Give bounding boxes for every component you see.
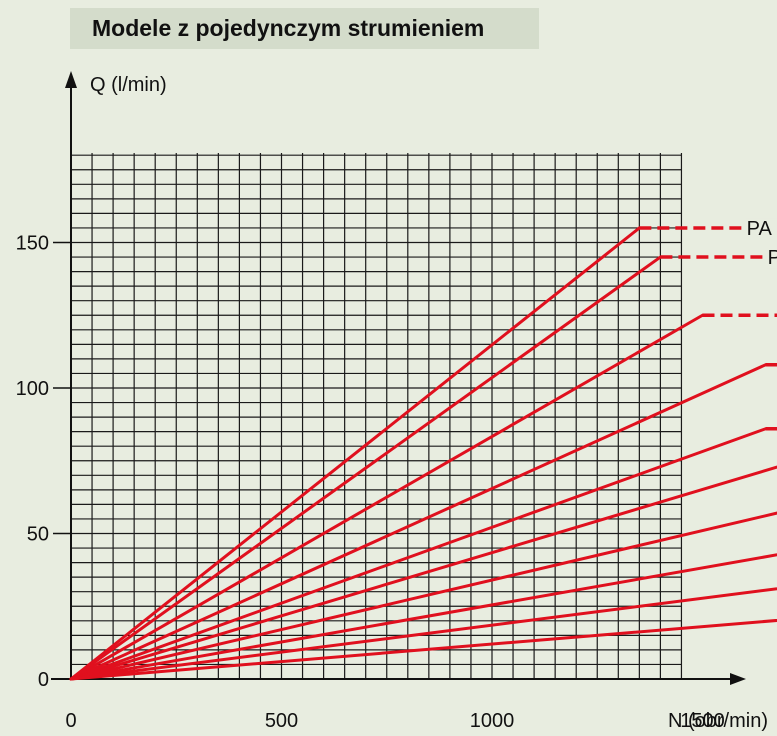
series-line	[69, 226, 641, 681]
y-tick-labels: 0 50 100 150	[16, 233, 71, 691]
grid	[71, 153, 683, 679]
axes	[51, 71, 746, 685]
y-tick-label: 0	[38, 669, 49, 691]
series-label: PA 114	[747, 218, 777, 240]
series-line	[69, 465, 777, 681]
x-tick-labels: 05001000150020002500	[65, 710, 725, 732]
series-lines: PA 114PA 100PA 80PA 63PA 50PA 40PA 32PA …	[69, 218, 777, 681]
series-line	[69, 255, 662, 681]
x-axis-title: N (obr/min)	[668, 710, 768, 732]
x-tick-label: 1500	[680, 710, 725, 732]
series-label: PA 100	[768, 247, 777, 269]
x-tick-label: 1000	[470, 710, 515, 732]
y-tick-label: 150	[16, 233, 49, 255]
series-line	[69, 363, 768, 681]
y-tick-label: 50	[27, 524, 49, 546]
series-line	[69, 553, 777, 681]
series-label-background	[745, 218, 777, 239]
x-tick-label: 500	[265, 710, 298, 732]
y-axis-title: Q (l/min)	[90, 74, 167, 96]
y-axis-arrow-icon	[65, 71, 77, 88]
series-line	[69, 587, 777, 681]
chart-title: Modele z pojedynczym strumieniem	[70, 8, 539, 49]
y-tick-label: 100	[16, 378, 49, 400]
series-line	[69, 313, 704, 681]
series-line	[69, 427, 768, 681]
x-axis-arrow-icon	[730, 673, 746, 685]
series-label-background	[766, 248, 777, 269]
x-tick-label: 0	[65, 710, 76, 732]
series-line	[69, 618, 777, 681]
series-line	[69, 511, 777, 681]
